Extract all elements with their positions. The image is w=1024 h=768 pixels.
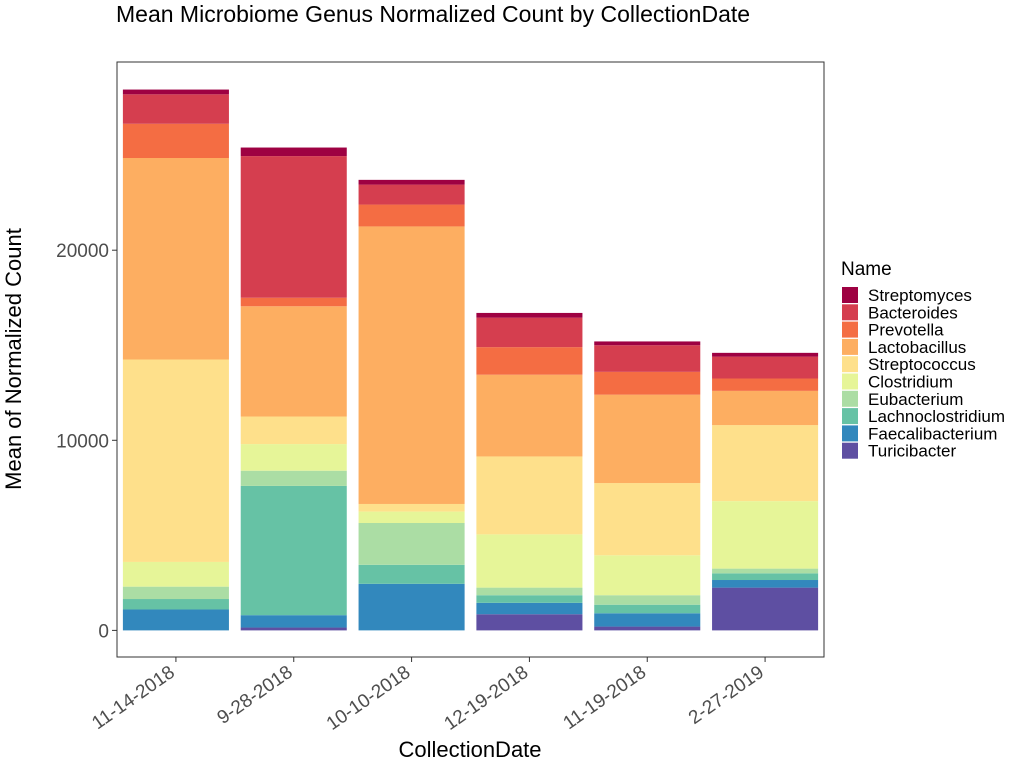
bar-segment-eubacterium-10-10-2018 <box>358 522 465 565</box>
bar-segment-turicibacter-2-27-2019 <box>712 587 819 631</box>
bar-segment-clostridium-9-28-2018 <box>240 444 347 471</box>
bar-segment-bacteroides-12-19-2018 <box>476 317 583 348</box>
bar-segment-turicibacter-9-28-2018 <box>240 627 347 631</box>
legend-key-clostridium <box>842 373 858 390</box>
legend-key-lachnoclostridium <box>842 408 858 425</box>
x-tick-label: 9-28-2018 <box>214 662 297 729</box>
bar-segment-lachnoclostridium-10-10-2018 <box>358 564 465 584</box>
bar-segment-streptomyces-11-14-2018 <box>122 89 229 95</box>
legend-label-streptococcus: Streptococcus <box>868 355 976 374</box>
bar-segment-prevotella-12-19-2018 <box>476 347 583 375</box>
bar-segment-lactobacillus-9-28-2018 <box>240 306 347 417</box>
legend-label-eubacterium: Eubacterium <box>868 390 963 409</box>
bar-segment-streptococcus-11-14-2018 <box>122 359 229 562</box>
x-axis-title: CollectionDate <box>398 737 541 762</box>
x-tick-label: 12-19-2018 <box>441 662 533 735</box>
bar-segment-faecalibacterium-12-19-2018 <box>476 602 583 615</box>
legend-key-faecalibacterium <box>842 425 858 442</box>
bar-segment-eubacterium-11-14-2018 <box>122 586 229 600</box>
bar-segment-lachnoclostridium-11-19-2018 <box>594 604 701 614</box>
bar-segment-eubacterium-9-28-2018 <box>240 470 347 486</box>
bar-segment-clostridium-12-19-2018 <box>476 534 583 588</box>
legend-title: Name <box>841 259 892 280</box>
bar-segment-streptococcus-11-19-2018 <box>594 483 701 556</box>
bar-segment-faecalibacterium-11-14-2018 <box>122 609 229 631</box>
x-tick-label: 10-10-2018 <box>323 662 415 735</box>
bar-segment-streptococcus-12-19-2018 <box>476 456 583 535</box>
legend: Name StreptomycesBacteroidesPrevotellaLa… <box>841 259 1005 461</box>
x-tick-label: 2-27-2019 <box>685 662 768 729</box>
bar-segment-clostridium-2-27-2019 <box>712 501 819 569</box>
bar-segment-lachnoclostridium-9-28-2018 <box>240 485 347 616</box>
bar-segment-lactobacillus-12-19-2018 <box>476 374 583 457</box>
bar-segment-faecalibacterium-11-19-2018 <box>594 613 701 627</box>
bar-segment-prevotella-10-10-2018 <box>358 204 465 227</box>
legend-key-lactobacillus <box>842 338 858 355</box>
plot-panel <box>116 61 825 658</box>
bar-segment-bacteroides-9-28-2018 <box>240 156 347 298</box>
legend-key-streptomyces <box>842 287 858 303</box>
x-tick-label: 11-14-2018 <box>88 662 179 734</box>
x-tick-label: 11-19-2018 <box>560 662 651 734</box>
bar-segment-clostridium-11-14-2018 <box>122 561 229 587</box>
legend-label-faecalibacterium: Faecalibacterium <box>868 424 997 443</box>
bar-segment-faecalibacterium-9-28-2018 <box>240 615 347 628</box>
bar-segment-streptococcus-9-28-2018 <box>240 416 347 445</box>
bar-segment-streptomyces-10-10-2018 <box>358 179 465 185</box>
bar-segment-bacteroides-10-10-2018 <box>358 184 465 205</box>
legend-key-prevotella <box>842 321 858 338</box>
bar-segment-eubacterium-12-19-2018 <box>476 587 583 596</box>
bar-segment-prevotella-2-27-2019 <box>712 378 819 391</box>
bar-segment-lactobacillus-11-14-2018 <box>122 158 229 360</box>
bar-segment-streptomyces-11-19-2018 <box>594 341 701 346</box>
legend-label-turicibacter: Turicibacter <box>868 442 957 461</box>
y-tick-label: 20000 <box>56 241 109 262</box>
bar-segment-streptococcus-2-27-2019 <box>712 425 819 502</box>
y-axis-title: Mean of Normalized Count <box>1 228 26 490</box>
chart-title: Mean Microbiome Genus Normalized Count b… <box>116 1 750 27</box>
bar-segment-eubacterium-11-19-2018 <box>594 595 701 605</box>
bar-segment-streptomyces-2-27-2019 <box>712 352 819 357</box>
bar-segment-bacteroides-11-19-2018 <box>594 345 701 372</box>
legend-label-clostridium: Clostridium <box>868 373 953 392</box>
bar-segment-streptomyces-12-19-2018 <box>476 312 583 318</box>
bar-segments <box>122 89 819 631</box>
bar-segment-lachnoclostridium-12-19-2018 <box>476 595 583 603</box>
legend-label-streptomyces: Streptomyces <box>868 286 972 305</box>
bar-segment-lactobacillus-10-10-2018 <box>358 226 465 504</box>
y-axis: 0 10000 20000 <box>56 241 117 642</box>
bar-segment-turicibacter-12-19-2018 <box>476 614 583 631</box>
legend-key-streptococcus <box>842 356 858 373</box>
bar-segment-lachnoclostridium-11-14-2018 <box>122 599 229 610</box>
legend-label-prevotella: Prevotella <box>868 321 944 340</box>
bar-segment-faecalibacterium-2-27-2019 <box>712 580 819 588</box>
bar-segment-bacteroides-2-27-2019 <box>712 356 819 379</box>
x-axis: 11-14-2018 9-28-2018 10-10-2018 12-19-2018 1… <box>88 657 768 735</box>
y-tick-label: 0 <box>98 621 109 642</box>
bar-segment-clostridium-11-19-2018 <box>594 555 701 596</box>
y-tick-label: 10000 <box>56 431 109 452</box>
bar-segment-streptomyces-9-28-2018 <box>240 147 347 157</box>
legend-key-eubacterium <box>842 390 858 407</box>
bar-segment-faecalibacterium-10-10-2018 <box>358 583 465 631</box>
legend-key-turicibacter <box>842 442 858 459</box>
bar-segment-prevotella-11-14-2018 <box>122 123 229 158</box>
bar-segment-lactobacillus-11-19-2018 <box>594 394 701 484</box>
legend-label-bacteroides: Bacteroides <box>868 303 958 322</box>
legend-key-bacteroides <box>842 304 858 321</box>
bar-segment-lactobacillus-2-27-2019 <box>712 390 819 426</box>
bar-segment-clostridium-10-10-2018 <box>358 511 465 523</box>
bar-segment-prevotella-9-28-2018 <box>240 297 347 307</box>
legend-label-lachnoclostridium: Lachnoclostridium <box>868 407 1005 426</box>
bar-segment-streptococcus-10-10-2018 <box>358 503 465 512</box>
bar-segment-lachnoclostridium-2-27-2019 <box>712 573 819 581</box>
legend-label-lactobacillus: Lactobacillus <box>868 338 966 357</box>
bar-segment-eubacterium-2-27-2019 <box>712 568 819 574</box>
bar-segment-prevotella-11-19-2018 <box>594 371 701 395</box>
bar-segment-turicibacter-11-19-2018 <box>594 626 701 631</box>
bar-segment-bacteroides-11-14-2018 <box>122 94 229 124</box>
